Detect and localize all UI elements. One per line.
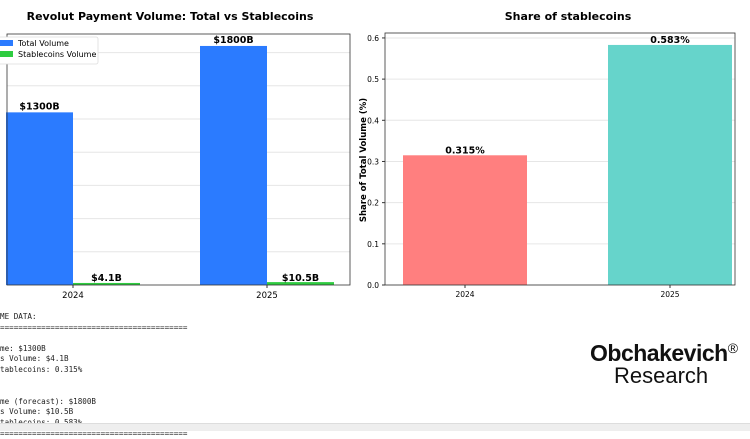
console-line: ME DATA: xyxy=(0,312,37,321)
x-tick-label: 2025 xyxy=(660,290,679,299)
data-label: $10.5B xyxy=(282,273,319,284)
bar-total-2024 xyxy=(6,112,73,286)
console-line: me (forecast): $1800B xyxy=(0,396,97,406)
console-output: ME DATA: ================================… xyxy=(0,312,187,439)
y-tick-label: 0.6 xyxy=(367,34,379,43)
chart-title: Share of stablecoins xyxy=(505,10,632,23)
plot-frame xyxy=(384,32,736,286)
data-label: 0.583% xyxy=(650,35,690,46)
data-label: $1300B xyxy=(19,101,59,112)
console-line: tablecoins: 0.583% xyxy=(0,418,187,429)
x-tick-label: 2024 xyxy=(62,291,84,301)
x-tick-label: 2025 xyxy=(256,291,278,301)
console-line xyxy=(0,376,187,387)
console-line xyxy=(0,386,187,397)
logo-line1: Obchakevich xyxy=(590,340,728,366)
console-line: s Volume: $10.5B xyxy=(0,407,74,417)
y-tick-label: 0.3 xyxy=(367,157,379,166)
data-label: $1800B xyxy=(213,35,253,46)
bottom-bar xyxy=(0,423,750,431)
y-tick-label: 0.5 xyxy=(367,75,379,84)
data-label: 0.315% xyxy=(445,145,485,156)
logo-line2: Research xyxy=(614,363,709,388)
legend-label: Total Volume xyxy=(17,39,69,48)
x-tick-label: 2024 xyxy=(455,290,474,299)
y-axis-label: Share of Total Volume (%) xyxy=(359,98,369,222)
legend-swatch xyxy=(0,51,13,57)
console-line: me: $1300B xyxy=(0,343,46,353)
y-tick-label: 0.0 xyxy=(367,281,379,290)
bar-stablecoins-2025 xyxy=(267,282,334,285)
y-tick-label: 0.4 xyxy=(367,116,379,125)
y-tick-label: 0.2 xyxy=(367,199,379,208)
bar-share-2024 xyxy=(403,155,527,285)
chart-title: Revolut Payment Volume: Total vs Stablec… xyxy=(27,10,314,23)
legend-swatch xyxy=(0,40,13,46)
legend-label: Stablecoins Volume xyxy=(18,50,96,59)
bar-total-2025 xyxy=(200,45,267,286)
bar-stablecoins-2024 xyxy=(73,282,140,285)
y-tick-label: 0.1 xyxy=(367,240,379,249)
data-label: $4.1B xyxy=(91,273,122,284)
logo-mark: ® xyxy=(727,340,738,356)
plot-frame xyxy=(6,33,351,286)
charts: Revolut Payment Volume: Total vs Stablec… xyxy=(0,10,736,301)
console-line: ========================================… xyxy=(0,322,188,332)
console-line xyxy=(0,333,187,344)
legend xyxy=(0,36,99,65)
bar-share-2025 xyxy=(608,44,732,285)
console-line: tablecoins: 0.315% xyxy=(0,364,83,374)
console-line: s Volume: $4.1B xyxy=(0,354,69,364)
logo: Obchakevich® Research xyxy=(590,336,738,387)
